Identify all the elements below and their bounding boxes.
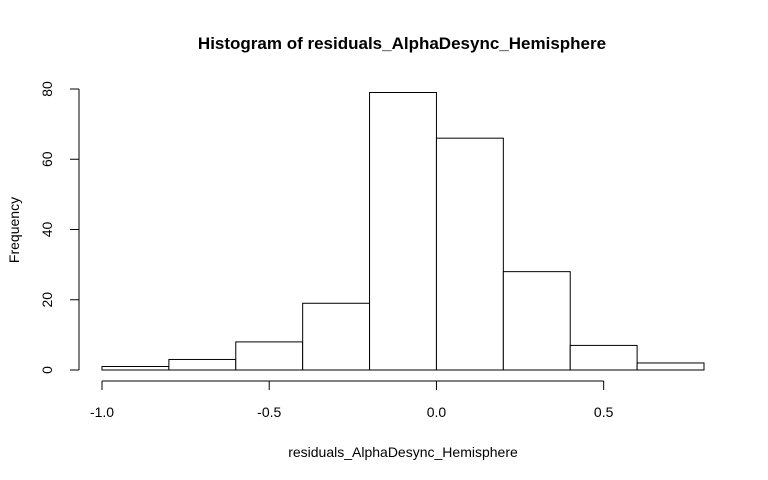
y-tick-label-1: 20 <box>39 292 55 308</box>
y-tick-label-4: 80 <box>39 81 55 97</box>
histogram-bar-4 <box>369 92 437 371</box>
x-tick-label-3: 0.5 <box>594 404 614 420</box>
x-axis-label: residuals_AlphaDesync_Hemisphere <box>288 444 518 460</box>
y-axis-label: Frequency <box>6 197 22 263</box>
x-tick-label-2: 0.0 <box>427 404 447 420</box>
x-tick-label-1: -0.5 <box>257 404 281 420</box>
histogram-bar-3 <box>302 302 371 371</box>
y-tick-label-2: 40 <box>39 222 55 238</box>
histogram-bars <box>101 92 705 371</box>
chart-title: Histogram of residuals_AlphaDesync_Hemis… <box>198 34 606 53</box>
histogram-bar-0 <box>101 365 170 371</box>
y-tick-label-0: 0 <box>39 366 55 374</box>
histogram-bar-5 <box>435 137 504 371</box>
histogram-bar-1 <box>168 358 237 371</box>
histogram-bar-7 <box>569 344 638 371</box>
histogram-bar-6 <box>502 271 571 371</box>
histogram-bar-2 <box>235 341 304 371</box>
x-axis: -1.0 -0.5 0.0 0.5 <box>90 380 614 420</box>
histogram-bar-8 <box>636 362 705 371</box>
y-axis: 0 20 40 60 80 <box>39 81 80 374</box>
x-tick-label-0: -1.0 <box>90 404 114 420</box>
y-tick-label-3: 60 <box>39 151 55 167</box>
